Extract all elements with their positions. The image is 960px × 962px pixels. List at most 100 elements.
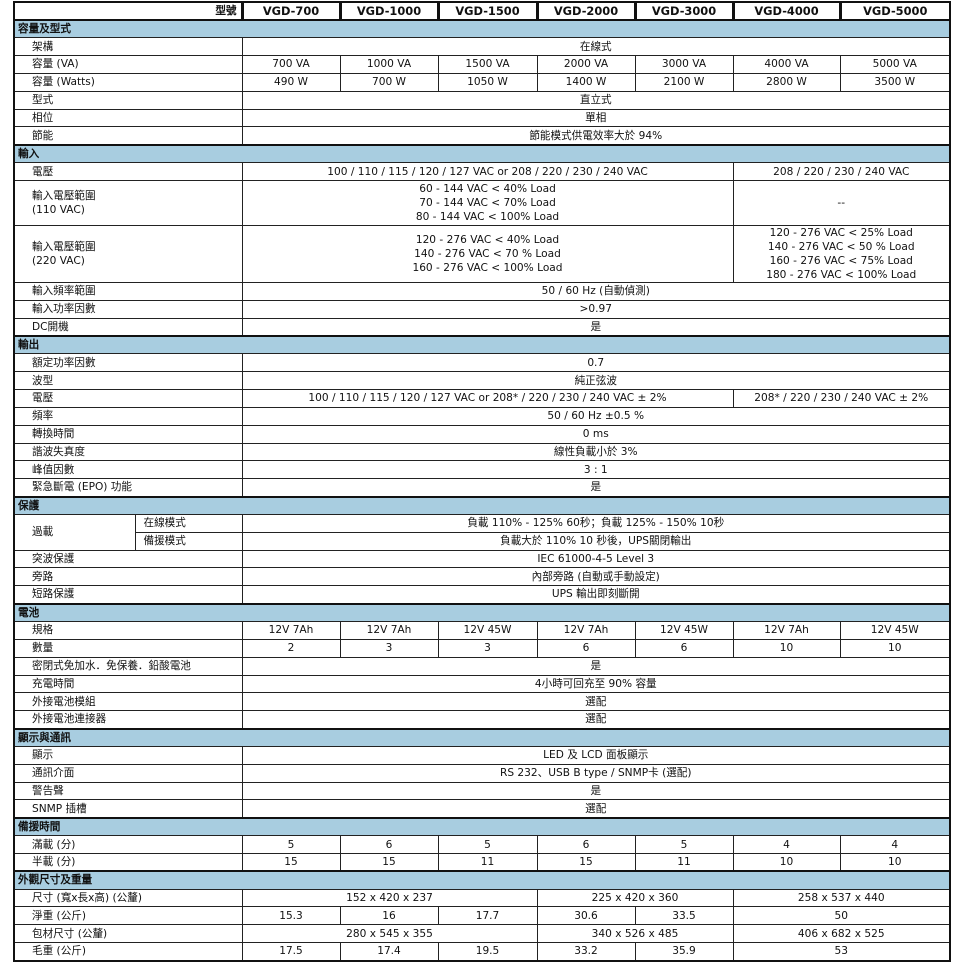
spec-row: 頻率 50 / 60 Hz ±0.5 %: [13, 406, 951, 426]
spec-value: 15.3: [241, 906, 341, 926]
spec-row: 輸入電壓範圍 (220 VAC) 120 - 276 VAC < 40% Load…: [13, 224, 951, 283]
spec-row: 轉換時間 0 ms: [13, 424, 951, 444]
spec-value: 19.5: [437, 942, 538, 961]
spec-label: 通訊介面: [13, 763, 243, 783]
spec-row: 峰值因數 3 : 1: [13, 460, 951, 480]
spec-value: 258 x 537 x 440: [732, 888, 951, 908]
section-title: 外觀尺寸及重量: [13, 870, 951, 890]
spec-row: 毛重 (公斤) 17.5 17.4 19.5 33.2 35.9 53: [13, 942, 951, 961]
spec-row: 包材尺寸 (公釐) 280 x 545 x 355 340 x 526 x 485 4…: [13, 924, 951, 944]
spec-value: 直立式: [241, 90, 951, 110]
spec-label: 型式: [13, 90, 243, 110]
spec-value: 5: [437, 835, 538, 854]
spec-row: 數量 2 3 3 6 6 10 10: [13, 638, 951, 658]
spec-row: 顯示 LED 及 LCD 面板顯示: [13, 745, 951, 765]
spec-label: 規格: [13, 620, 243, 640]
spec-row: 通訊介面 RS 232、USB B type / SNMP卡 (選配): [13, 763, 951, 783]
spec-row: 過載 在線模式 負載 110% - 125% 60秒；負載 125% - 150% …: [13, 513, 951, 551]
spec-label: SNMP 插槽: [13, 799, 243, 819]
model-name: VGD-4000: [731, 1, 841, 21]
spec-value: 700 W: [339, 72, 439, 92]
spec-label: 諧波失真度: [13, 442, 243, 462]
spec-value: 3: [339, 638, 439, 658]
spec-value: 2000 VA: [536, 55, 636, 74]
spec-label: 顯示: [13, 745, 243, 765]
spec-value: 4: [732, 835, 841, 854]
spec-value: 4000 VA: [732, 55, 841, 74]
spec-row: 容量 (Watts) 490 W 700 W 1050 W 1400 W 2100 W 28…: [13, 72, 951, 92]
spec-value: 340 x 526 x 485: [536, 924, 734, 944]
spec-row: 密閉式免加水．免保養．鉛酸電池是: [13, 656, 951, 676]
spec-value: 選配: [241, 710, 951, 730]
spec-value: RS 232、USB B type / SNMP卡 (選配): [241, 763, 951, 783]
section-title: 保護: [13, 495, 951, 515]
spec-value: 15: [339, 852, 439, 872]
spec-label: 淨重 (公斤): [13, 906, 243, 926]
spec-value: 4小時可回充至 90% 容量: [241, 674, 951, 694]
spec-value: 15: [536, 852, 636, 872]
spec-value: 1500 VA: [437, 55, 538, 74]
spec-label: 相位: [13, 108, 243, 128]
spec-row: 充電時間 4小時可回充至 90% 容量: [13, 674, 951, 694]
spec-row: 緊急斷電 (EPO) 功能是: [13, 478, 951, 498]
spec-value: 選配: [241, 799, 951, 819]
spec-label: 電壓: [13, 389, 243, 408]
model-name: VGD-1000: [338, 1, 439, 21]
spec-value: 33.5: [634, 906, 734, 926]
spec-value: 12V 7Ah: [339, 620, 439, 640]
spec-label: 輸入功率因數: [13, 299, 243, 319]
spec-value: 2800 W: [732, 72, 841, 92]
spec-label: 警告聲: [13, 781, 243, 801]
model-name: VGD-5000: [838, 1, 951, 21]
spec-row: 輸入頻率範圍 50 / 60 Hz (自動偵測): [13, 281, 951, 301]
spec-value: 16: [339, 906, 439, 926]
spec-value: 6: [339, 835, 439, 854]
spec-table: 型號 VGD-700 VGD-1000 VGD-1500 VGD-2000 VGD-30…: [13, 1, 951, 962]
spec-label: 容量 (VA): [13, 55, 243, 74]
spec-value: 1050 W: [437, 72, 538, 92]
section-title: 備援時間: [13, 816, 951, 837]
spec-value: 在線式: [241, 37, 951, 57]
spec-label: 架構: [13, 37, 243, 57]
spec-value: 700 VA: [241, 55, 341, 74]
spec-sublabel: 在線模式: [134, 513, 243, 533]
spec-value: 50 / 60 Hz (自動偵測): [241, 281, 951, 301]
spec-value: 4: [839, 835, 951, 854]
spec-label: 外接電池連接器: [13, 710, 243, 730]
spec-value: 單相: [241, 108, 951, 128]
spec-value: 60 - 144 VAC < 40% Load 70 - 144 VAC < 7…: [241, 179, 734, 226]
model-name: VGD-1500: [436, 1, 538, 21]
spec-value: 10: [839, 638, 951, 658]
spec-label: 毛重 (公斤): [13, 942, 243, 961]
section-title: 輸入: [13, 143, 951, 164]
spec-value: --: [732, 179, 951, 226]
spec-value: 12V 7Ah: [732, 620, 841, 640]
spec-value: 50 / 60 Hz ±0.5 %: [241, 406, 951, 426]
spec-row: 節能 節能模式供電效率大於 94%: [13, 126, 951, 146]
spec-label: 緊急斷電 (EPO) 功能: [13, 478, 243, 498]
spec-value: 120 - 276 VAC < 25% Load 140 - 276 VAC <…: [732, 224, 951, 283]
section-header-row: 保護: [13, 495, 951, 515]
spec-value: 100 / 110 / 115 / 120 / 127 VAC or 208 /…: [241, 162, 734, 181]
spec-value: >0.97: [241, 299, 951, 319]
model-name: VGD-2000: [535, 1, 636, 21]
spec-row: DC開機是: [13, 317, 951, 337]
spec-value: 30.6: [536, 906, 636, 926]
spec-row: 規格 12V 7Ah 12V 7Ah 12V 45W 12V 7Ah 12V 45W 12V…: [13, 620, 951, 640]
spec-value: 6: [536, 638, 636, 658]
spec-value: 5000 VA: [839, 55, 951, 74]
spec-label: 節能: [13, 126, 243, 146]
spec-row: 額定功率因數 0.7: [13, 353, 951, 373]
spec-value: 是: [241, 656, 951, 676]
model-header-label: 型號: [13, 1, 243, 21]
spec-row: 輸入電壓範圍 (110 VAC) 60 - 144 VAC < 40% Load …: [13, 179, 951, 226]
spec-value: 406 x 682 x 525: [732, 924, 951, 944]
spec-label: 波型: [13, 371, 243, 390]
model-name: VGD-700: [240, 1, 341, 21]
spec-label: 半載 (分): [13, 852, 243, 872]
spec-row: 諧波失真度 線性負載小於 3%: [13, 442, 951, 462]
model-name: VGD-3000: [633, 1, 734, 21]
spec-value: 1000 VA: [339, 55, 439, 74]
spec-label: 峰值因數: [13, 460, 243, 480]
spec-row: 旁路 內部旁路 (自動或手動設定): [13, 567, 951, 587]
